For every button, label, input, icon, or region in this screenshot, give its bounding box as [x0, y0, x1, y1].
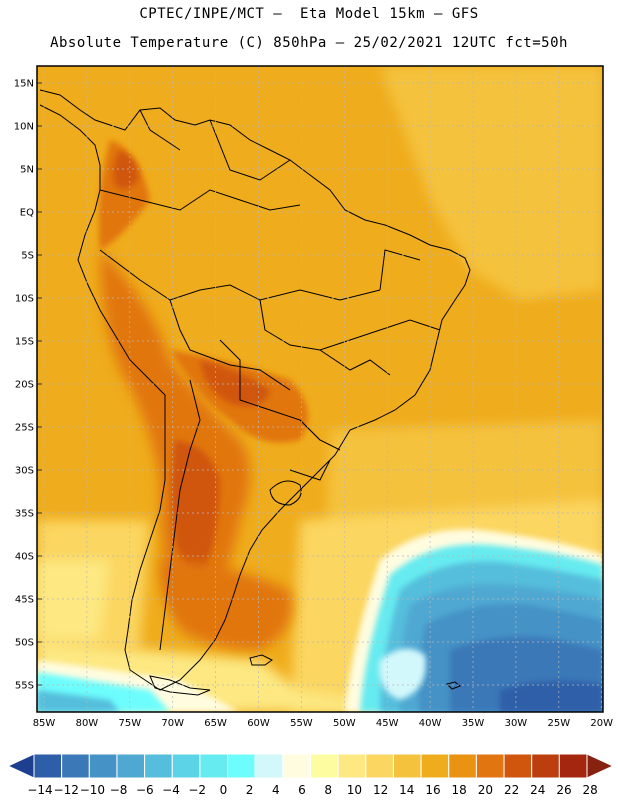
lon-tick-label: 40W — [419, 718, 442, 729]
lon-tick-label: 30W — [505, 718, 528, 729]
colorbar-max-arrow — [586, 753, 615, 779]
colorbar-label: 12 — [373, 783, 388, 797]
lat-tick-label: 5S — [21, 251, 34, 262]
colorbar-label: −4 — [162, 783, 180, 797]
lat-tick-label: EQ — [20, 208, 34, 219]
lat-tick-label: 5N — [20, 165, 34, 176]
colorbar-label: −6 — [136, 783, 154, 797]
lat-tick-label: 45S — [15, 595, 34, 606]
latitude-labels: 15N 10N 5N EQ 5S 10S 15S 20S 25S 30S 35S 40S 45S 50S 5… — [14, 79, 34, 692]
colorbar-swatch — [310, 753, 339, 779]
colorbar-swatch — [420, 753, 450, 779]
colorbar-label: 20 — [478, 783, 493, 797]
lon-tick-label: 60W — [247, 718, 270, 729]
colorbar-swatch — [503, 753, 533, 779]
lat-tick-label: 25S — [15, 423, 34, 434]
colorbar-label: 10 — [347, 783, 362, 797]
colorbar-swatch — [227, 753, 256, 779]
colorbar-swatch — [365, 753, 394, 779]
chart-title-line2: Absolute Temperature (C) 850hPa – 25/02/… — [50, 35, 568, 51]
colorbar-swatch — [199, 753, 229, 779]
colorbar-swatch — [531, 753, 560, 779]
lat-tick-label: 35S — [15, 509, 34, 520]
colorbar-swatch — [475, 753, 505, 779]
temperature-map: 15N 10N 5N EQ 5S 10S 15S 20S 25S 30S 35S 40S 45S 50S 5… — [14, 65, 613, 729]
map-frame — [36, 65, 604, 713]
colorbar-label: 8 — [324, 783, 332, 797]
lon-tick-label: 70W — [161, 718, 184, 729]
lon-tick-label: 35W — [462, 718, 485, 729]
colorbar-swatch — [88, 753, 118, 779]
colorbar-swatch — [392, 753, 422, 779]
lat-tick-label: 55S — [15, 681, 34, 692]
colorbar-swatch — [171, 753, 201, 779]
lon-tick-label: 50W — [333, 718, 356, 729]
temperature-field — [37, 66, 603, 712]
colorbar-swatch — [33, 753, 63, 779]
colorbar-label: 6 — [298, 783, 306, 797]
colorbar-label: 28 — [583, 783, 598, 797]
colorbar-swatch — [144, 753, 173, 779]
colorbar-swatch — [116, 753, 146, 779]
colorbar-label: 18 — [452, 783, 467, 797]
lon-tick-label: 75W — [118, 718, 141, 729]
lon-tick-label: 65W — [204, 718, 227, 729]
colorbar-label: 16 — [425, 783, 440, 797]
colorbar-label: 14 — [399, 783, 414, 797]
colorbar-swatch — [61, 753, 90, 779]
colorbar-label: −10 — [80, 783, 105, 797]
longitude-labels: 85W 80W 75W 70W 65W 60W 55W 50W 45W 40W 35W 30W 25W 2… — [33, 718, 613, 729]
lat-tick-label: 10N — [14, 122, 34, 133]
colorbar-label: 0 — [220, 783, 228, 797]
colorbar-swatch — [254, 753, 284, 779]
colorbar-label: −8 — [110, 783, 128, 797]
colorbar-label: 26 — [556, 783, 571, 797]
lon-tick-label: 80W — [76, 718, 99, 729]
lon-tick-label: 20W — [590, 718, 613, 729]
lat-tick-label: 10S — [15, 294, 34, 305]
lat-tick-label: 15N — [14, 79, 34, 90]
colorbar-label: −2 — [188, 783, 206, 797]
lat-tick-label: 20S — [15, 380, 34, 391]
colorbar-label: 2 — [246, 783, 254, 797]
coastlines — [39, 89, 471, 696]
colorbar-label: 4 — [272, 783, 280, 797]
chart-title-line1: CPTEC/INPE/MCT – Eta Model 15km – GFS — [139, 6, 479, 22]
colorbar-label: −14 — [27, 783, 52, 797]
graticule — [37, 66, 603, 712]
colorbar-swatch — [448, 753, 477, 779]
colorbar-swatch — [558, 753, 588, 779]
lat-tick-label: 30S — [15, 466, 34, 477]
colorbar-label: 22 — [504, 783, 519, 797]
colorbar-label: 24 — [530, 783, 545, 797]
lat-tick-label: 40S — [15, 552, 34, 563]
lon-tick-label: 55W — [290, 718, 313, 729]
lon-tick-label: 45W — [376, 718, 399, 729]
colorbar-min-arrow — [6, 753, 35, 779]
lon-tick-label: 25W — [547, 718, 570, 729]
colorbar: −14 −12 −10 −8 −6 −4 −2 0 2 4 6 8 10 12 14 16 18 20 22 24 26… — [6, 753, 615, 797]
colorbar-swatch — [337, 753, 367, 779]
colorbar-swatch — [282, 753, 312, 779]
lat-tick-label: 50S — [15, 638, 34, 649]
lon-tick-label: 85W — [33, 718, 56, 729]
lat-tick-label: 15S — [15, 337, 34, 348]
colorbar-label: −12 — [54, 783, 79, 797]
